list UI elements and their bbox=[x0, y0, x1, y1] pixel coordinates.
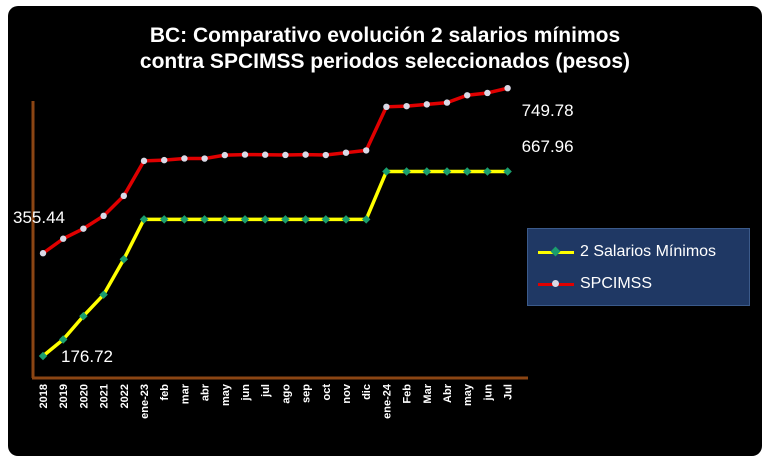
data-label: 176.72 bbox=[61, 347, 113, 366]
series-0-point bbox=[281, 215, 290, 224]
series-0-point bbox=[240, 215, 250, 224]
series-1-point bbox=[363, 147, 370, 154]
x-tick-label: jul bbox=[260, 384, 272, 398]
series-1-point bbox=[282, 151, 289, 159]
series-line-1 bbox=[41, 86, 509, 255]
legend-label-salarios: 2 Salarios Mínimos bbox=[580, 243, 717, 260]
chart-legend: 2 Salarios Mínimos SPCIMSS bbox=[527, 228, 750, 306]
x-tick-label: Mar bbox=[422, 383, 434, 403]
x-tick-label: feb bbox=[159, 384, 171, 401]
x-tick-label: jun bbox=[240, 384, 252, 402]
chart-frame: BC: Comparativo evolución 2 salarios mín… bbox=[8, 6, 762, 456]
data-label: 749.78 bbox=[522, 101, 574, 120]
series-1-point bbox=[80, 225, 87, 232]
x-tick-label: nov bbox=[341, 383, 353, 403]
series-0-point bbox=[38, 351, 48, 361]
series-0-point bbox=[321, 215, 331, 224]
series-1-point bbox=[484, 89, 491, 97]
legend-marker-salarios bbox=[550, 246, 561, 257]
series-1-point bbox=[120, 192, 128, 200]
series-1-point bbox=[342, 149, 350, 156]
series-0-point bbox=[503, 167, 512, 176]
x-tick-label: 2019 bbox=[58, 384, 70, 408]
chart-title-line-2: contra SPCIMSS periodos seleccionados (p… bbox=[139, 50, 631, 73]
legend-item-spcimss: SPCIMSS bbox=[528, 269, 749, 299]
x-tick-label: ago bbox=[280, 384, 292, 404]
chart-plot: 2018 2019 2020 2021 2022 ene-23 feb mar abr may ju… bbox=[13, 84, 574, 419]
x-tick-label: mar bbox=[179, 383, 191, 404]
series-0-point bbox=[99, 290, 108, 299]
series-line-0 bbox=[41, 169, 508, 358]
series-0-point bbox=[361, 215, 371, 224]
series-0-point bbox=[260, 215, 270, 224]
x-tick-label: ene-24 bbox=[381, 383, 393, 419]
series-0-point bbox=[382, 167, 391, 176]
series-1-point bbox=[322, 151, 329, 159]
series-1-point bbox=[221, 151, 228, 159]
series-0-point bbox=[200, 215, 209, 224]
series-0-point bbox=[402, 167, 411, 176]
series-0-point bbox=[180, 215, 189, 224]
data-label: 667.96 bbox=[522, 137, 574, 156]
series-1-point bbox=[383, 103, 390, 111]
series-0-point bbox=[58, 335, 68, 344]
series-0-point bbox=[301, 215, 310, 224]
series-1-point bbox=[100, 212, 107, 220]
series-0-point bbox=[220, 215, 230, 224]
series-0-point bbox=[79, 311, 88, 321]
x-tick-label: 2020 bbox=[78, 384, 90, 408]
x-tick-label: 2022 bbox=[119, 384, 131, 408]
legend-item-salarios: 2 Salarios Mínimos bbox=[528, 237, 749, 267]
series-0-point bbox=[422, 167, 432, 176]
chart-title-line-1: BC: Comparativo evolución 2 salarios mín… bbox=[149, 24, 621, 47]
series-1-point bbox=[140, 157, 148, 165]
x-tick-label: abr bbox=[200, 383, 212, 401]
x-tick-label: dic bbox=[361, 384, 373, 400]
x-tick-label: may bbox=[220, 383, 232, 406]
x-tick-label: ene-23 bbox=[139, 384, 151, 419]
series-1-point bbox=[181, 155, 188, 162]
series-1-point bbox=[161, 156, 168, 164]
x-tick-label: may bbox=[462, 383, 474, 406]
series-1-point bbox=[262, 151, 269, 158]
legend-label-spcimss: SPCIMSS bbox=[580, 275, 653, 292]
series-1-point bbox=[241, 151, 249, 158]
series-0-point bbox=[341, 215, 351, 224]
series-1-point bbox=[302, 151, 309, 158]
legend-marker-spcimss bbox=[552, 280, 559, 287]
x-tick-label: 2021 bbox=[99, 384, 111, 408]
series-1-point bbox=[201, 155, 208, 162]
series-0-point bbox=[159, 215, 169, 224]
x-tick-label: Abr bbox=[442, 383, 454, 403]
series-1-point bbox=[443, 99, 451, 106]
series-1-point bbox=[403, 102, 410, 110]
series-1-point bbox=[60, 235, 67, 242]
x-tick-label: Feb bbox=[402, 384, 414, 404]
x-tick-label: sep bbox=[301, 384, 313, 403]
x-tick-label: Jul bbox=[503, 384, 515, 400]
series-1-point bbox=[504, 84, 511, 92]
series-0-point bbox=[483, 167, 492, 176]
series-1-point bbox=[39, 250, 47, 257]
series-0-point bbox=[442, 167, 452, 176]
x-tick-label: jun bbox=[482, 384, 494, 402]
series-1-point bbox=[423, 101, 430, 108]
x-tick-label: oct bbox=[321, 384, 333, 401]
x-tick-label: 2018 bbox=[38, 384, 50, 408]
series-1-point bbox=[464, 92, 471, 99]
data-label: 355.44 bbox=[13, 208, 65, 227]
series-0-point bbox=[462, 167, 472, 176]
series-0-point bbox=[139, 215, 149, 224]
